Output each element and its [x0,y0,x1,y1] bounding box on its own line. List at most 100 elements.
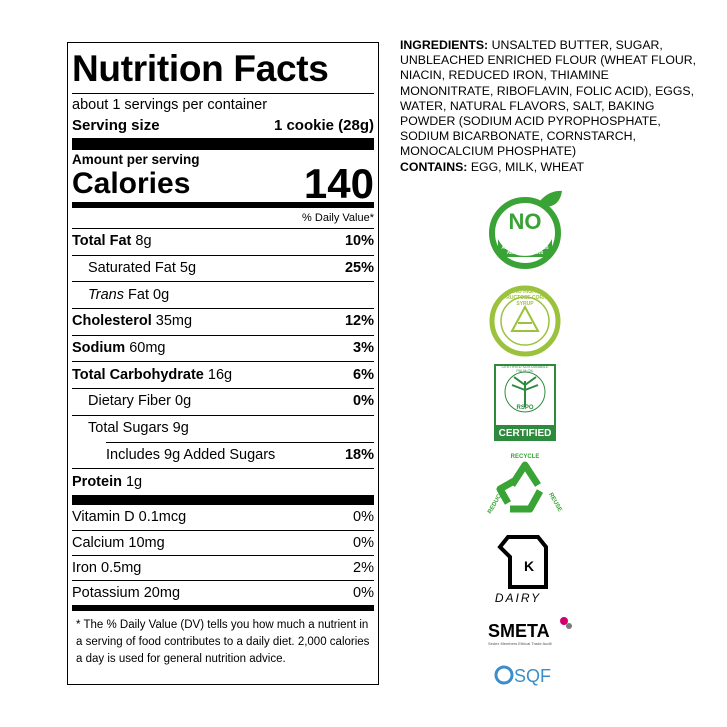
divider [72,93,374,94]
nutrient: Total Sugars 9g [88,420,189,436]
divider [72,202,374,208]
vitamin: Calcium 10mg [72,535,165,551]
nutrient-row: Dietary Fiber 0g 0% [72,388,374,415]
logo-text: REUSE [547,492,563,513]
kosher-logo: K DAIRY [495,535,548,605]
nutrients: Total Fat 8g 10% Saturated Fat 5g 25% Trans … [72,228,374,495]
nutrient-name: Saturated Fat [88,260,176,277]
nutrient-amount: 16g [207,366,233,383]
logo-text: NO HIGH FRUCTOSE CORN SYRUP [503,289,547,305]
vitamin-row: Calcium 10mg 0% [72,529,374,555]
nutrient-row: Trans Fat 0g [72,281,374,308]
row-divider [72,281,374,283]
amount-per-serving: Amount per serving [72,152,200,167]
nutrient: Dietary Fiber 0g [88,393,191,409]
nutrient-row: Total Carbohydrate 16g 6% [72,361,374,388]
logo-text: RECYCLE [511,454,540,460]
ingredients: INGREDIENTS: UNSALTED BUTTER, SUGAR, UNB… [400,38,700,160]
k-frame [497,535,548,589]
dot [566,623,572,629]
vitamin-row: Potassium 20mg 0% [72,579,374,605]
nutrient-name: Includes 9g Added Sugars [106,446,276,463]
nutrient-name: Cholesterol [72,313,152,330]
nutrient-amount: Fat 0g [128,286,170,303]
nutrient-name: Protein [72,473,122,490]
nutrient-amount: 9g [172,420,189,437]
ingredients-text: UNSALTED BUTTER, SUGAR, UNBLEACHED ENRIC… [400,38,697,159]
logo-ring [504,371,546,413]
nutrient-amount: 35mg [155,313,193,330]
vitamin-amount: 0.1mcg [138,509,187,526]
vitamin-name: Vitamin D [72,509,135,526]
footnote: * The % Daily Value (DV) tells you how m… [76,618,370,665]
logo-ring [500,296,550,346]
serving-size-label: Serving size [72,117,160,134]
contains-label: CONTAINS: [400,159,468,174]
vitamin-amount: 10mg [128,534,165,551]
corn-icon [510,304,540,332]
nutrient-name: Total Carbohydrate [72,366,204,383]
recycle-logo: RECYCLE REUSE REDUCE [487,454,562,515]
calories: Calories 140 [72,160,374,207]
daily-value: 10% [344,233,374,250]
logo-text: DAIRY [495,591,541,605]
vitamin: Potassium 20mg [72,585,180,601]
logo-text: RSPO [516,405,533,411]
daily-value: 0% [353,584,374,601]
label-title: Nutrition Facts [72,48,329,89]
serving-size-value: 1 cookie (28g) [273,117,374,134]
logo-band [495,425,555,440]
ingredients-block: INGREDIENTS: UNSALTED BUTTER, SUGAR, UNB… [400,38,700,175]
daily-value: 2% [353,559,374,576]
daily-value-header: % Daily Value* [302,212,374,224]
vitamins: Vitamin D 0.1mcg 0% Calcium 10mg 0% Iron 0.5… [72,505,374,605]
sqf-logo: SQF [494,665,551,686]
nutrient-amount: 5g [179,260,197,277]
daily-value: 3% [353,340,374,357]
logo-text: REDUCE [487,490,505,515]
nutrient-row: Sodium 60mg 3% [72,334,374,362]
nutrient-amount: 60mg [129,340,166,357]
nutrient-name: Sodium [72,340,126,357]
hfcs-logo: NO HIGH FRUCTOSE CORN SYRUP [489,285,561,357]
nutrient: Sodium 60mg [72,340,165,356]
vitamin-name: Iron [72,559,97,576]
logo-text: SQF [514,666,551,686]
nutrient: Saturated Fat 5g [88,260,196,276]
nutrition-label: Nutrition Facts about 1 servings per con… [67,42,379,685]
logo-text: K [524,558,534,574]
logo-text: CERTIFIED [499,428,552,439]
nutrient: Trans Fat 0g [88,287,169,303]
logo-sub: CERTIFIED SUSTAINABLE PALM OIL [502,365,549,373]
vitamin: Vitamin D 0.1mcg [72,509,186,525]
vitamin-name: Potassium [72,584,140,601]
row-divider [72,228,374,229]
row-divider [72,308,374,310]
daily-value: 0% [353,393,374,410]
leaf [540,190,562,207]
nutrient-row: Includes 9g Added Sugars 18% [72,441,374,469]
sqf-icon [494,665,514,685]
logo-text: NO [509,209,542,234]
nutrient-row: Total Sugars 9g [72,414,374,442]
daily-value: 0% [353,509,374,526]
row-divider [72,334,374,336]
divider [72,494,374,505]
daily-value: 25% [344,260,374,277]
logo-sub: NO HIGH FRUCTOSE CORN SYRUP [503,289,547,305]
logo-text: SMETA [488,621,550,641]
nutrient-name: Dietary Fiber [88,393,171,410]
nutrient-row: Total Fat 8g 10% [72,228,374,255]
nutrient-row: Cholesterol 35mg 12% [72,308,374,335]
palm-icon [511,376,539,407]
vitamin-row: Iron 0.5mg 2% [72,554,374,580]
nutrient-name: Total Fat [72,233,132,250]
no-preservatives-logo: NO PRESERVATIVES ARTIFICIAL FLAVORS ADDE… [489,190,562,269]
smeta-logo: SMETA Sedex Members Ethical Trade Audit [488,617,572,646]
calories-value: 140 [303,160,374,207]
row-divider [72,468,374,470]
nutrient: Protein 1g [72,474,142,490]
recycle-arrows [496,461,544,513]
logos: NO PRESERVATIVES ARTIFICIAL FLAVORS ADDE… [487,190,572,686]
